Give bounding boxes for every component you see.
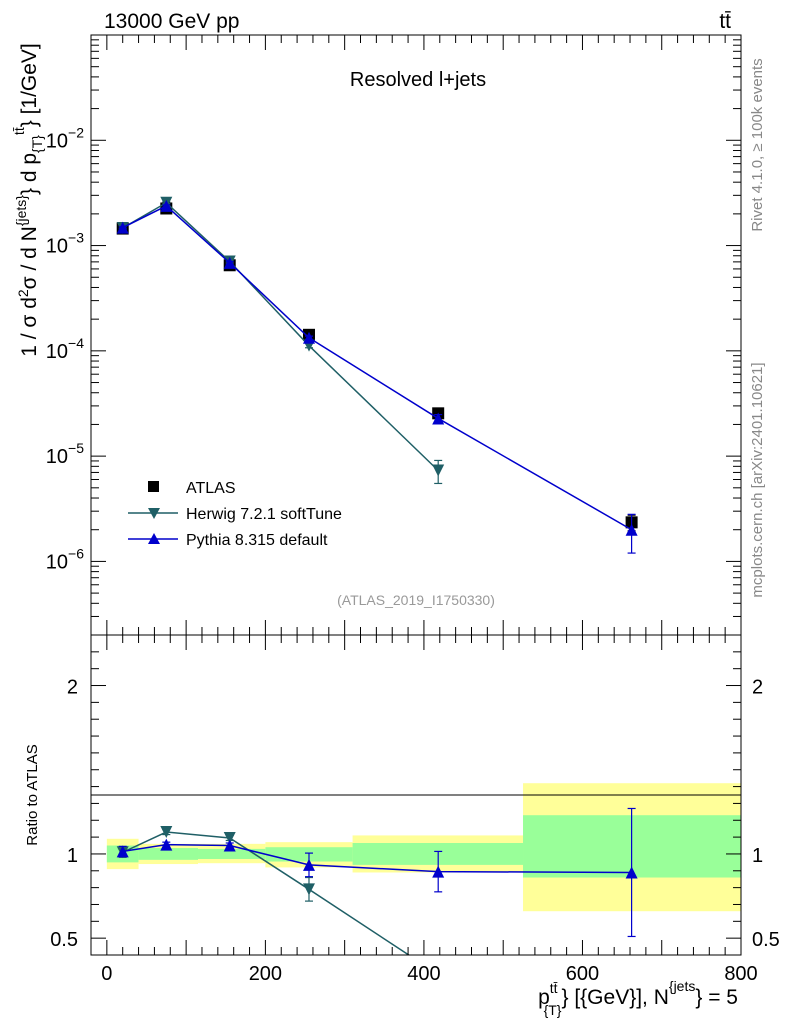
ratio-frame bbox=[90, 634, 742, 956]
ratio-point-herwig bbox=[160, 826, 173, 839]
data-point-pythia bbox=[432, 412, 445, 425]
data-point-pythia bbox=[302, 331, 315, 344]
legend: ATLAS Herwig 7.2.1 softTune Pythia 8.315… bbox=[128, 480, 342, 549]
legend-pythia-marker bbox=[148, 533, 160, 544]
legend-pythia-label: Pythia 8.315 default bbox=[186, 532, 328, 549]
series-pythia bbox=[116, 199, 638, 554]
xlabel-sup2: {jets bbox=[669, 978, 695, 994]
legend-herwig-label: Herwig 7.2.1 softTune bbox=[186, 506, 342, 523]
data-point-pythia bbox=[116, 221, 129, 234]
ylabel-sq: 2 bbox=[15, 289, 31, 297]
ratio-series-pythia bbox=[116, 807, 638, 938]
main-y-tick-label: 10−6 bbox=[46, 545, 84, 573]
main-y-tick-label: 10−3 bbox=[46, 230, 84, 258]
ratio-y-tick-label-left: 0.5 bbox=[50, 929, 78, 951]
main-title: Resolved l+jets bbox=[350, 69, 486, 91]
xlabel-p: p bbox=[538, 986, 550, 1009]
series-line-herwig bbox=[122, 201, 439, 472]
ylabel-main: 1 / σ d bbox=[18, 297, 41, 357]
ratio-band-inner bbox=[138, 848, 199, 860]
ratio-point-pythia bbox=[223, 839, 236, 852]
main-y-tick-label: 10−4 bbox=[46, 335, 84, 363]
ratio-y-tick-label-left: 2 bbox=[67, 677, 78, 699]
main-series bbox=[116, 196, 638, 554]
series-herwig bbox=[116, 196, 445, 485]
ylabel-mid: σ / d N bbox=[18, 226, 41, 289]
xlabel-end: } = 5 bbox=[695, 986, 738, 1009]
x-tick-labels: 0 200 400 600 800 bbox=[101, 963, 757, 985]
ratio-point-pythia bbox=[432, 865, 445, 878]
x-tick-label: 600 bbox=[566, 963, 599, 985]
ratio-point-herwig bbox=[223, 831, 236, 844]
legend-atlas-label: ATLAS bbox=[186, 480, 236, 497]
ratio-line-pythia bbox=[122, 843, 632, 874]
ylabel-sub: {T} bbox=[29, 135, 45, 153]
ratio-point-pythia bbox=[302, 858, 315, 871]
legend-atlas-marker bbox=[148, 481, 159, 492]
legend-herwig-marker bbox=[148, 508, 160, 519]
ratio-y-tick-labels: 0.5 0.5 1 1 2 2 bbox=[50, 677, 780, 952]
x-tick-label: 800 bbox=[724, 963, 757, 985]
ratio-axis-ticks bbox=[90, 634, 742, 956]
process-label: tt̄ bbox=[719, 10, 731, 33]
x-tick-label: 200 bbox=[249, 963, 282, 985]
ratio-series-group bbox=[116, 807, 638, 955]
xlabel-rest: } [{GeV}], N bbox=[561, 986, 668, 1009]
main-axis-ticks bbox=[90, 34, 742, 636]
main-y-tick-label: 10−5 bbox=[46, 440, 84, 468]
main-panel: Resolved l+jets (ATLAS_2019_I1750330) 10… bbox=[11, 34, 742, 636]
analysis-watermark: (ATLAS_2019_I1750330) bbox=[337, 592, 495, 608]
series-line-pythia bbox=[122, 205, 632, 531]
ratio-point-pythia bbox=[625, 866, 638, 879]
ratio-y-tick-label-right: 1 bbox=[752, 845, 763, 867]
main-y-axis-label: 1 / σ d2σ / d N{jets}} d p{T}tt̄} [1/GeV… bbox=[11, 43, 45, 357]
data-point-herwig bbox=[432, 464, 445, 477]
x-tick-label: 400 bbox=[407, 963, 440, 985]
main-y-tick-label: 10−2 bbox=[46, 124, 84, 152]
xlabel-sub: {T} bbox=[544, 1002, 562, 1018]
ratio-series bbox=[116, 807, 638, 955]
ratio-uncertainty-bands bbox=[106, 783, 741, 912]
data-point-pythia bbox=[160, 199, 173, 212]
ratio-y-tick-label-right: 0.5 bbox=[752, 929, 780, 951]
mcplots-label: mcplots.cern.ch [arXiv:2401.10621] bbox=[749, 362, 766, 597]
ratio-y-axis-label: Ratio to ATLAS bbox=[24, 744, 41, 845]
ylabel-end: } [1/GeV] bbox=[18, 43, 41, 127]
rivet-label: Rivet 4.1.0, ≥ 100k events bbox=[749, 58, 766, 231]
ratio-point-herwig bbox=[302, 883, 315, 896]
ratio-point-pythia bbox=[116, 845, 129, 858]
x-axis-label: ptt̄ {T}} [{GeV}], N{jets} = 5 bbox=[538, 978, 738, 1018]
ratio-band-inner bbox=[198, 848, 266, 859]
ylabel-sup: {jets} bbox=[13, 195, 29, 226]
ratio-point-pythia bbox=[160, 838, 173, 851]
data-point-pythia bbox=[223, 256, 236, 269]
xlabel-sup: tt̄ bbox=[550, 980, 558, 996]
main-y-tick-labels: 10−6 10−5 10−4 10−3 10−2 bbox=[46, 124, 84, 573]
energy-label: 13000 GeV pp bbox=[104, 10, 239, 33]
ylabel-tail: } d p bbox=[18, 153, 41, 195]
ratio-panel: 0.5 0.51 12 2 0 200 400 600 800 Ratio to ATLAS … bbox=[24, 634, 780, 1018]
x-tick-label: 0 bbox=[101, 963, 112, 985]
ratio-y-tick-label-left: 1 bbox=[67, 845, 78, 867]
ylabel-sup2: tt̄ bbox=[11, 127, 27, 135]
ratio-y-tick-label-right: 2 bbox=[752, 677, 763, 699]
data-point-pythia bbox=[625, 523, 638, 536]
